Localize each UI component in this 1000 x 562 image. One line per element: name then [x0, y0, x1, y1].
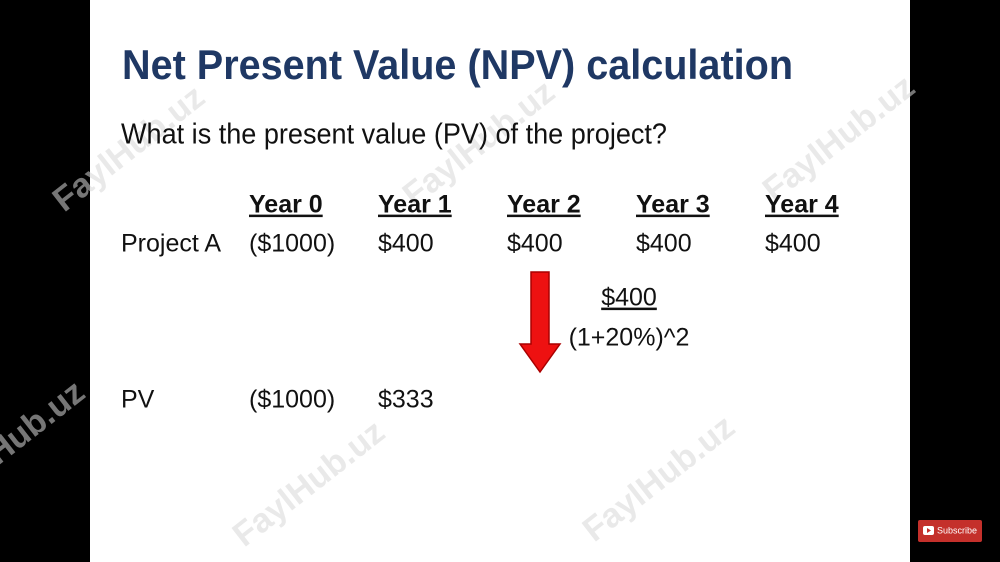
slide — [90, 0, 910, 562]
column-header: Year 1 — [378, 191, 452, 219]
table-cell: ($1000) — [249, 230, 335, 258]
slide-title: Net Present Value (NPV) calculation — [122, 41, 793, 88]
cash-flow-table: Year 0 Year 1 Year 2 Year 3 Year 4 Project A (… — [121, 191, 839, 414]
formula-numerator: $400 — [601, 284, 657, 312]
column-header: Year 0 — [249, 191, 323, 219]
subscribe-button[interactable]: Subscribe — [918, 520, 982, 542]
subscribe-bg[interactable] — [918, 520, 982, 542]
question: What is the present value (PV) of the pr… — [121, 119, 667, 151]
row-label: Project A — [121, 230, 221, 258]
table-cell: $400 — [636, 230, 692, 258]
column-header: Year 4 — [765, 191, 839, 219]
column-header: Year 2 — [507, 191, 581, 219]
subscribe-label[interactable]: Subscribe — [937, 525, 977, 535]
formula-denominator: (1+20%)^2 — [569, 324, 690, 352]
table-cell: $400 — [765, 230, 821, 258]
table-cell: ($1000) — [249, 386, 335, 414]
row-label: PV — [121, 386, 155, 414]
down-arrow — [518, 271, 562, 374]
table-cell: $400 — [507, 230, 563, 258]
play-triangle — [927, 528, 931, 533]
table-cell: $333 — [378, 386, 434, 414]
table-cell: $400 — [378, 230, 434, 258]
column-header: Year 3 — [636, 191, 710, 219]
